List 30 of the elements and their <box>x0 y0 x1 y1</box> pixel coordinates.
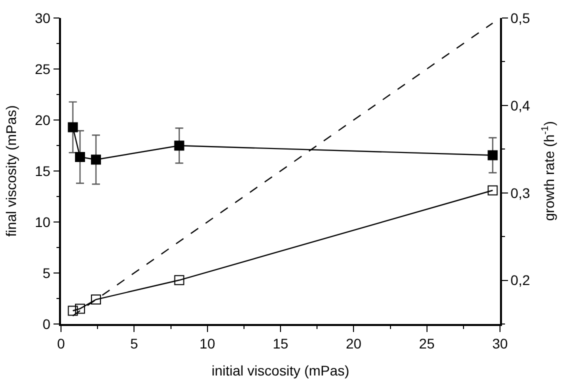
point <box>68 306 78 316</box>
y2-tick-label: 0,2 <box>510 272 530 288</box>
x-tick-label: 0 <box>57 336 66 352</box>
y-tick-label: 25 <box>34 60 51 77</box>
point <box>90 294 101 305</box>
y2-tick-label: 0,3 <box>510 184 530 201</box>
x-tick-label: 30 <box>492 336 508 352</box>
x-tick-label: 5 <box>130 336 138 352</box>
y-tick-label: 20 <box>34 112 51 128</box>
x-tick-label: 25 <box>419 336 435 352</box>
x-tick-label: 10 <box>200 336 216 352</box>
point <box>174 140 184 151</box>
y-axis-title: final viscosity (mPas) <box>2 105 19 237</box>
y-tick-label: 5 <box>42 264 51 281</box>
y2-tick-label: 0,4 <box>510 97 530 114</box>
point <box>90 154 101 165</box>
y2-tick-label: 0,5 <box>510 10 530 26</box>
x-tick-label: 20 <box>346 336 362 352</box>
y-tick-label: 10 <box>34 214 51 230</box>
x-axis-title: initial viscosity (mPas) <box>212 362 350 378</box>
point <box>68 122 78 132</box>
y-tick-label: 30 <box>34 10 51 26</box>
y-tick-label: 15 <box>34 162 51 179</box>
x-tick-label: 15 <box>272 336 288 352</box>
point <box>75 152 86 162</box>
y-tick-label: 0 <box>42 316 51 332</box>
point <box>174 275 184 286</box>
point <box>75 304 86 314</box>
point <box>488 185 498 196</box>
point <box>488 150 498 160</box>
